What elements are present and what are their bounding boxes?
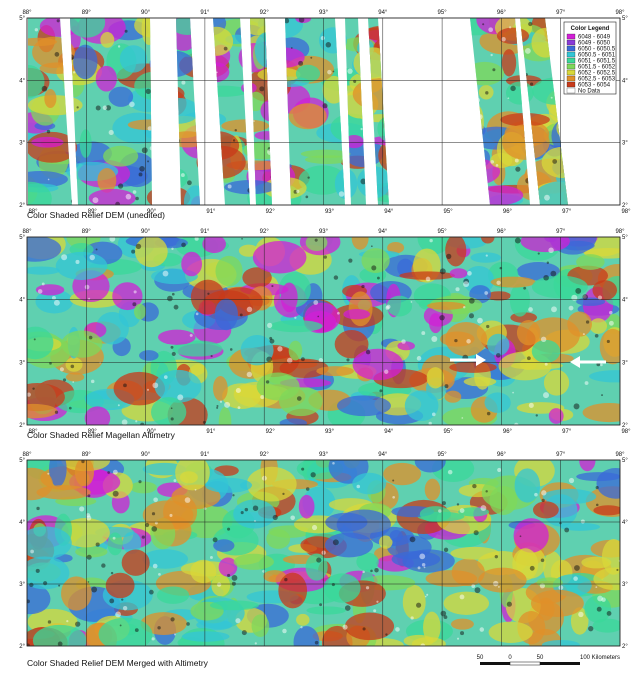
- latitude-label: 2°: [622, 423, 628, 429]
- longitude-label: 97°: [556, 10, 566, 16]
- legend-swatch: [567, 64, 575, 69]
- legend-title: Color Legend: [571, 26, 610, 32]
- legend-swatch: [567, 46, 575, 51]
- longitude-label: 90°: [141, 10, 151, 16]
- longitude-label: 97°: [562, 429, 572, 435]
- longitude-label: 94°: [378, 10, 388, 16]
- relief-image: [8, 219, 634, 437]
- latitude-label: 3°: [19, 360, 25, 366]
- figure: 88°88°89°89°90°90°91°91°92°92°93°93°94°9…: [0, 0, 634, 675]
- latitude-label: 2°: [19, 644, 25, 650]
- legend-swatch: [567, 70, 575, 75]
- latitude-label: 5°: [19, 235, 25, 241]
- longitude-label: 94°: [384, 429, 394, 435]
- longitude-label: 98°: [621, 429, 631, 435]
- panel-caption: Color Shaded Relief Magellan Altimetry: [27, 430, 176, 440]
- legend-swatch: [567, 34, 575, 39]
- longitude-label: 97°: [556, 229, 566, 235]
- legend-swatch: [567, 82, 575, 87]
- longitude-label: 94°: [384, 209, 394, 215]
- map-panel: 88°88°89°89°90°90°91°91°92°92°93°93°94°9…: [6, 5, 634, 218]
- longitude-label: 91°: [206, 209, 216, 215]
- legend-swatch: [567, 52, 575, 57]
- legend-swatch: [567, 88, 575, 93]
- longitude-label: 93°: [325, 429, 335, 435]
- panel-caption: Color Shaded Relief DEM Merged with Alti…: [27, 658, 209, 668]
- longitude-label: 92°: [260, 10, 270, 16]
- latitude-label: 4°: [622, 520, 628, 526]
- longitude-label: 90°: [141, 229, 151, 235]
- legend-label: No Data: [578, 89, 601, 95]
- latitude-label: 3°: [19, 582, 25, 588]
- panel-caption: Color Shaded Relief DEM (unedited): [27, 210, 165, 220]
- longitude-label: 93°: [325, 209, 335, 215]
- legend-swatch: [567, 40, 575, 45]
- latitude-label: 2°: [19, 203, 25, 209]
- map-panel: 88°88°89°89°90°90°91°91°92°92°93°93°94°9…: [8, 219, 634, 437]
- latitude-label: 5°: [19, 16, 25, 22]
- relief-image: [10, 449, 634, 662]
- latitude-label: 3°: [622, 141, 628, 147]
- latitude-label: 2°: [19, 423, 25, 429]
- longitude-label: 97°: [562, 209, 572, 215]
- latitude-label: 4°: [19, 78, 25, 84]
- longitude-label: 96°: [497, 452, 507, 458]
- scale-bar: 50 0 50 100 Kilometers: [477, 655, 620, 665]
- latitude-label: 4°: [622, 78, 628, 84]
- longitude-label: 93°: [319, 452, 329, 458]
- latitude-label: 3°: [622, 582, 628, 588]
- longitude-label: 90°: [141, 452, 151, 458]
- longitude-label: 91°: [200, 452, 210, 458]
- longitude-label: 95°: [444, 429, 454, 435]
- longitude-label: 95°: [444, 209, 454, 215]
- map-panel: 88°89°90°91°92°93°94°95°96°97°98°5°5°4°4…: [10, 449, 634, 662]
- longitude-label: 96°: [497, 10, 507, 16]
- longitude-label: 91°: [200, 10, 210, 16]
- longitude-label: 95°: [438, 10, 448, 16]
- longitude-label: 91°: [200, 229, 210, 235]
- legend-swatch: [567, 76, 575, 81]
- longitude-label: 92°: [260, 452, 270, 458]
- latitude-label: 5°: [19, 458, 25, 464]
- latitude-label: 5°: [622, 458, 628, 464]
- scale-label: 50: [537, 655, 544, 661]
- latitude-label: 5°: [622, 16, 628, 22]
- longitude-label: 96°: [503, 209, 513, 215]
- latitude-label: 3°: [19, 141, 25, 147]
- longitude-label: 89°: [82, 452, 92, 458]
- relief-image: [6, 5, 634, 218]
- longitude-label: 95°: [438, 229, 448, 235]
- scale-label: 0: [508, 655, 512, 661]
- longitude-label: 95°: [438, 452, 448, 458]
- longitude-label: 97°: [556, 452, 566, 458]
- longitude-label: 92°: [266, 429, 276, 435]
- longitude-label: 98°: [621, 209, 631, 215]
- longitude-label: 96°: [497, 229, 507, 235]
- latitude-label: 4°: [19, 298, 25, 304]
- latitude-label: 2°: [622, 644, 628, 650]
- longitude-label: 92°: [266, 209, 276, 215]
- longitude-label: 96°: [503, 429, 513, 435]
- longitude-label: 93°: [319, 229, 329, 235]
- scale-label: 50: [477, 655, 484, 661]
- longitude-label: 89°: [82, 229, 92, 235]
- legend-swatch: [567, 58, 575, 63]
- longitude-label: 91°: [206, 429, 216, 435]
- longitude-label: 93°: [319, 10, 329, 16]
- latitude-label: 4°: [19, 520, 25, 526]
- latitude-label: 3°: [622, 360, 628, 366]
- longitude-label: 92°: [260, 229, 270, 235]
- scale-label: 100 Kilometers: [580, 655, 620, 661]
- longitude-label: 94°: [378, 452, 388, 458]
- latitude-label: 5°: [622, 235, 628, 241]
- longitude-label: 94°: [378, 229, 388, 235]
- longitude-label: 89°: [82, 10, 92, 16]
- latitude-label: 2°: [622, 203, 628, 209]
- latitude-label: 4°: [622, 298, 628, 304]
